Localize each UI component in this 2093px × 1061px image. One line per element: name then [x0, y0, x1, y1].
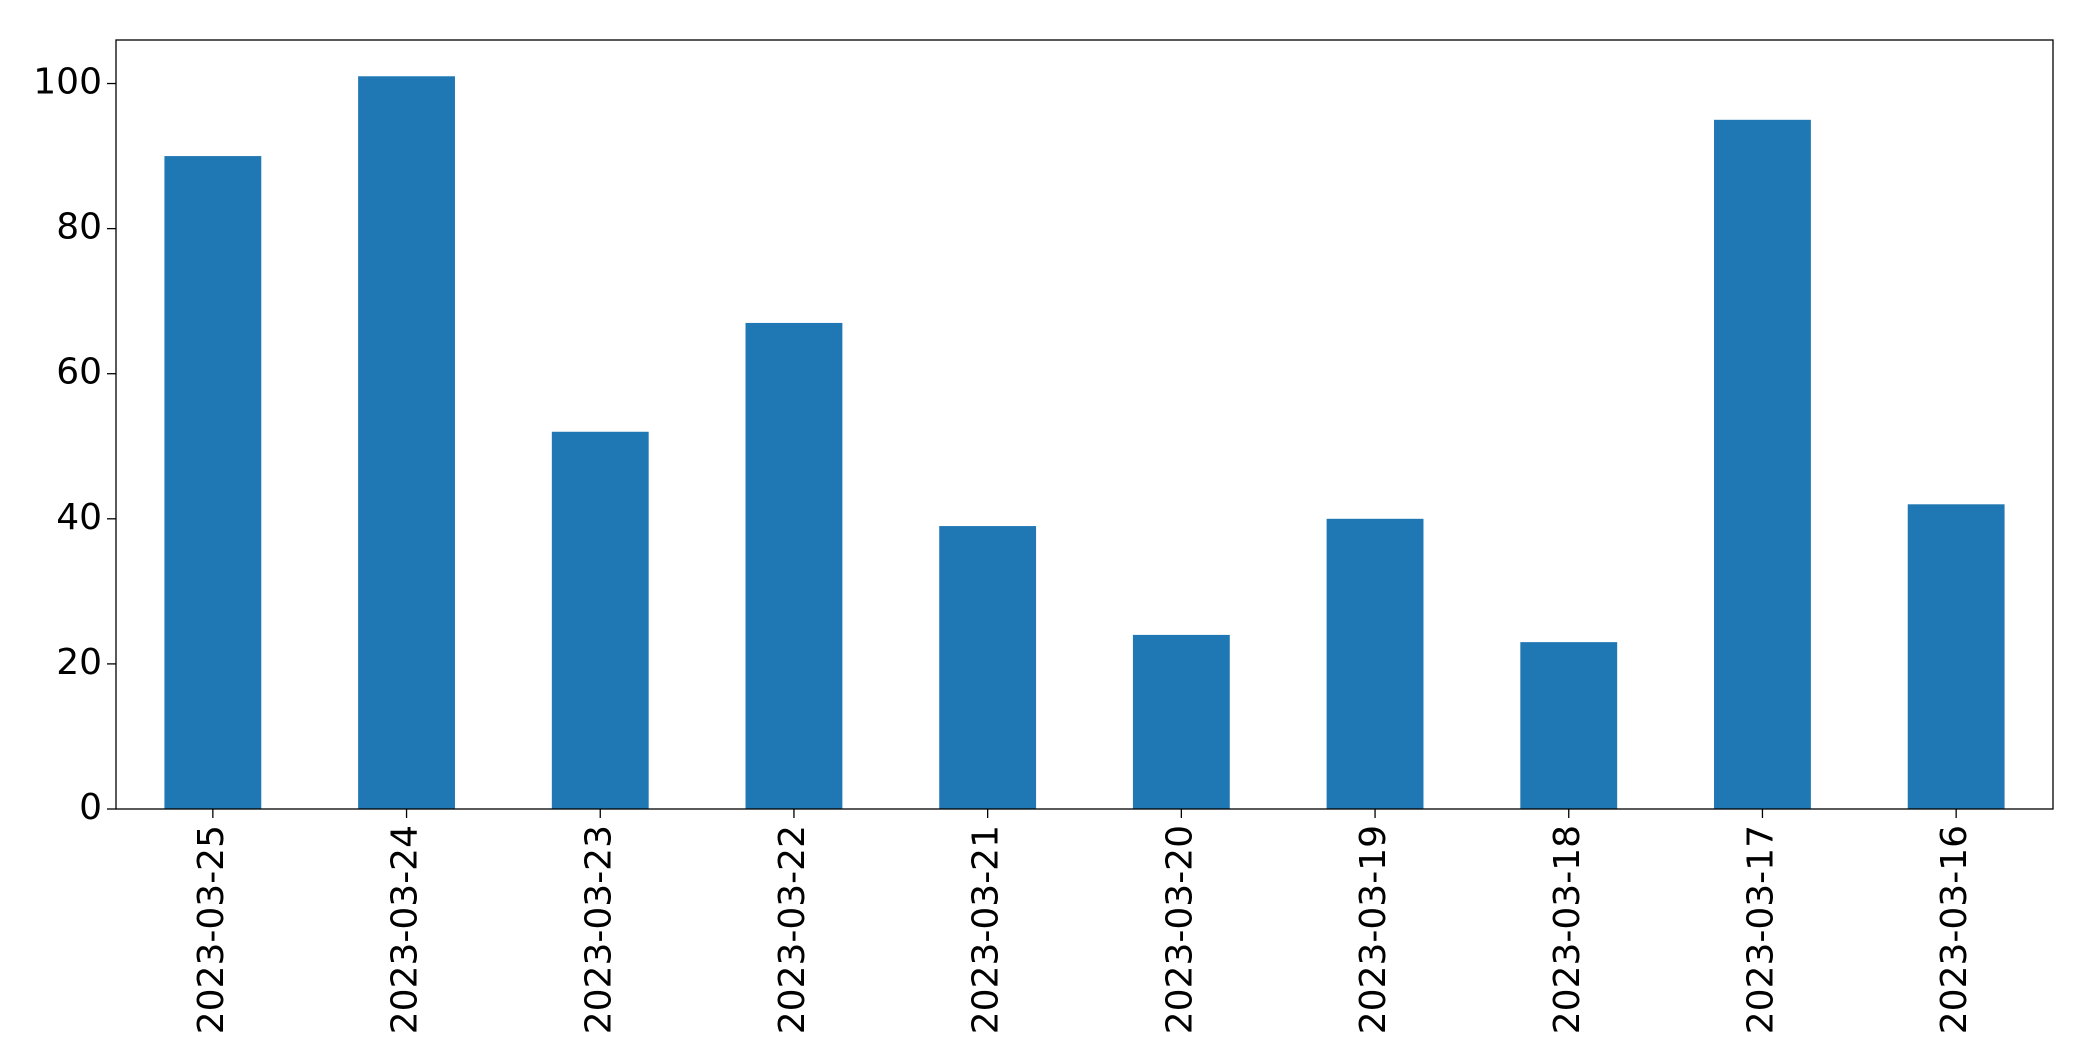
- bar: [1132, 634, 1230, 809]
- bar: [358, 76, 455, 810]
- y-tick-label: 80: [56, 207, 102, 248]
- bar: [1714, 119, 1811, 810]
- y-tick-label: 0: [79, 787, 102, 828]
- x-tick-label: 2023-03-25: [191, 825, 232, 1034]
- plot-frame: [115, 39, 2054, 810]
- y-tick-label: 100: [33, 62, 102, 103]
- x-tick-label: 2023-03-23: [578, 825, 619, 1034]
- x-tick-label: 2023-03-18: [1547, 825, 1588, 1034]
- y-tick-label: 40: [56, 497, 102, 538]
- bar: [164, 156, 262, 810]
- y-tick-label: 20: [56, 642, 102, 683]
- x-tick-label: 2023-03-19: [1353, 825, 1394, 1034]
- bar: [1326, 518, 1424, 809]
- x-tick-label: 2023-03-16: [1934, 825, 1975, 1034]
- bar: [1907, 504, 2005, 809]
- y-tick-label: 60: [56, 352, 102, 393]
- x-tick-label: 2023-03-21: [966, 825, 1007, 1034]
- bar: [1520, 642, 1618, 809]
- x-tick-label: 2023-03-22: [772, 825, 813, 1034]
- bar: [745, 322, 843, 809]
- x-tick-label: 2023-03-24: [385, 825, 426, 1034]
- x-tick-label: 2023-03-20: [1159, 825, 1200, 1034]
- bar: [551, 431, 649, 809]
- bar: [939, 526, 1037, 809]
- x-tick-label: 2023-03-17: [1740, 825, 1781, 1034]
